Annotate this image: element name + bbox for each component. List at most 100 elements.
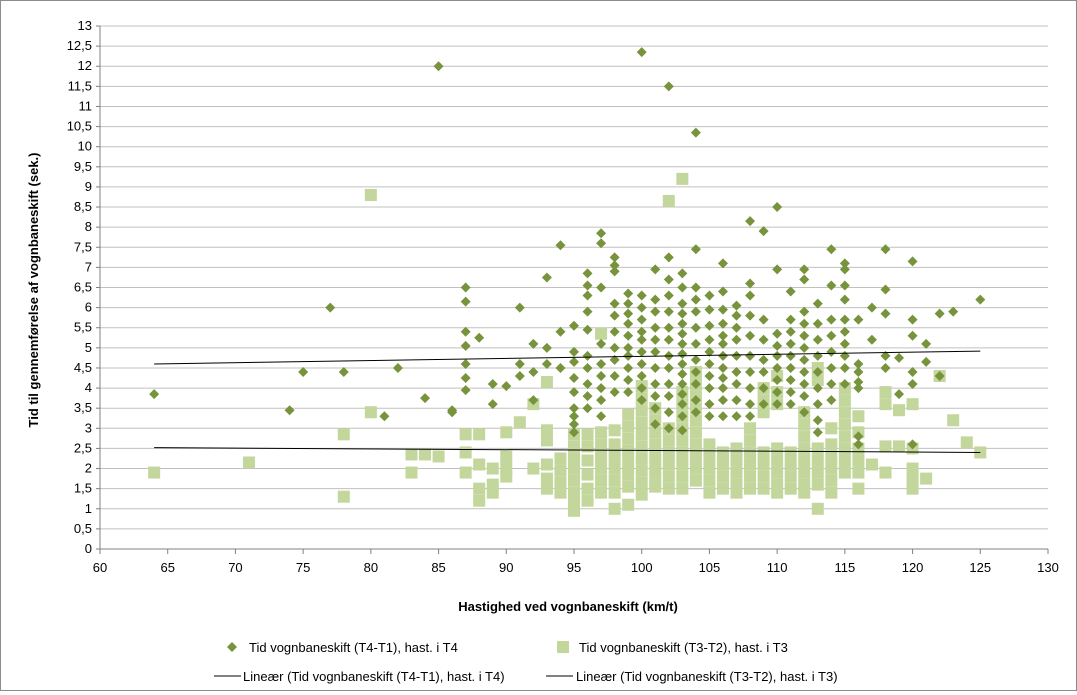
x-tick-label: 60 — [93, 560, 107, 575]
data-point-diamond — [745, 399, 756, 410]
data-point-diamond — [650, 391, 661, 402]
data-point-square — [568, 494, 580, 507]
data-point-square — [730, 486, 743, 499]
data-point-diamond — [866, 302, 877, 313]
data-point-diamond — [704, 334, 715, 345]
data-point-square — [838, 430, 851, 443]
x-tick-label: 125 — [969, 560, 991, 575]
y-tick-label: 9,5 — [74, 159, 92, 174]
data-point-square — [838, 454, 851, 467]
data-point-diamond — [745, 290, 756, 301]
legend-label-trend-1: Lineær (Tid vognbaneskift (T4-T1), hast.… — [243, 669, 505, 684]
data-point-diamond — [839, 338, 850, 349]
data-point-square — [649, 480, 662, 493]
data-point-square — [622, 498, 635, 511]
data-point-diamond — [609, 310, 620, 321]
data-point-diamond — [636, 358, 647, 369]
data-point-square — [405, 466, 418, 479]
data-point-diamond — [812, 318, 823, 329]
data-point-diamond — [623, 330, 634, 341]
x-tick-label: 100 — [631, 560, 653, 575]
data-point-diamond — [663, 379, 674, 390]
data-point-diamond — [677, 379, 688, 390]
data-point-square — [716, 482, 729, 495]
data-point-diamond — [325, 302, 336, 313]
data-point-diamond — [663, 322, 674, 333]
data-point-square — [473, 494, 486, 507]
data-point-diamond — [650, 264, 661, 275]
data-point-diamond — [894, 389, 905, 400]
data-point-square — [540, 482, 553, 495]
x-tick-label: 65 — [160, 560, 174, 575]
data-point-diamond — [880, 362, 891, 373]
data-point-diamond — [704, 371, 715, 382]
data-point-square — [662, 458, 675, 471]
data-point-diamond — [948, 306, 959, 317]
data-point-diamond — [785, 375, 796, 386]
data-point-diamond — [569, 356, 579, 367]
data-point-square — [879, 440, 892, 453]
data-point-diamond — [853, 377, 864, 388]
data-point-square — [459, 428, 472, 441]
data-point-diamond — [460, 358, 471, 369]
data-point-diamond — [934, 371, 945, 382]
data-point-diamond — [799, 274, 810, 285]
y-tick-label: 0 — [85, 541, 92, 556]
data-point-square — [622, 480, 635, 493]
x-tick-label: 80 — [364, 560, 378, 575]
data-point-diamond — [677, 318, 688, 329]
y-tick-label: 10 — [78, 139, 92, 154]
data-point-square — [879, 386, 892, 399]
data-point-diamond — [528, 366, 539, 377]
x-tick-label: 120 — [902, 560, 924, 575]
data-point-diamond — [907, 330, 918, 341]
data-point-diamond — [772, 399, 783, 410]
y-tick-label: 11 — [79, 98, 93, 113]
data-point-diamond — [717, 330, 728, 341]
data-point-diamond — [758, 226, 769, 237]
data-point-diamond — [501, 381, 512, 392]
data-point-diamond — [609, 326, 620, 337]
data-point-diamond — [799, 306, 810, 317]
data-point-diamond — [623, 362, 634, 373]
data-point-diamond — [839, 350, 850, 361]
data-point-diamond — [853, 383, 864, 394]
data-point-diamond — [596, 371, 607, 382]
trendline — [154, 350, 981, 365]
data-point-diamond — [785, 286, 796, 297]
data-point-diamond — [812, 366, 823, 377]
data-point-diamond — [433, 61, 444, 72]
data-point-diamond — [853, 358, 864, 369]
y-tick-label: 4 — [85, 380, 92, 395]
data-point-square — [906, 472, 919, 485]
y-tick-label: 9 — [85, 179, 92, 194]
data-point-square — [595, 450, 608, 463]
data-point-diamond — [921, 338, 932, 349]
data-point-diamond — [636, 383, 647, 394]
data-point-diamond — [284, 405, 295, 416]
data-point-diamond — [717, 395, 728, 406]
data-point-square — [568, 474, 580, 487]
data-point-diamond — [487, 379, 498, 390]
data-point-diamond — [880, 284, 891, 295]
data-point-diamond — [609, 252, 620, 263]
y-tick-label: 0,5 — [74, 521, 92, 536]
data-point-square — [784, 446, 797, 459]
data-point-diamond — [569, 419, 579, 430]
data-point-square — [689, 426, 702, 439]
data-point-diamond — [745, 216, 756, 227]
data-point-diamond — [785, 362, 796, 373]
data-point-square — [703, 486, 716, 499]
data-point-diamond — [636, 346, 647, 357]
data-point-diamond — [569, 373, 579, 384]
data-point-diamond — [826, 280, 837, 291]
data-point-diamond — [569, 346, 579, 357]
data-point-diamond — [731, 379, 742, 390]
data-point-diamond — [853, 366, 864, 377]
data-point-diamond — [772, 264, 783, 275]
data-point-diamond — [636, 314, 647, 325]
data-point-diamond — [609, 354, 620, 365]
data-point-diamond — [758, 314, 769, 325]
data-point-diamond — [582, 290, 593, 301]
y-tick-label: 8,5 — [74, 199, 92, 214]
